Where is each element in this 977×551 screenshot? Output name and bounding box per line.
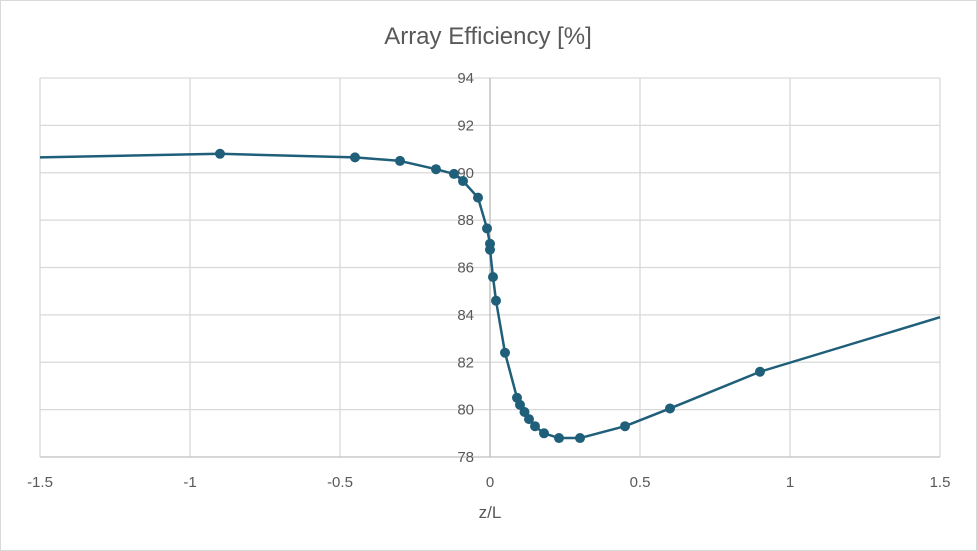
y-tick-label: 78 [457,449,474,466]
y-tick-label: 88 [457,212,474,229]
y-tick-label: 80 [457,402,474,419]
x-tick-label: -1 [183,474,196,491]
data-point [431,164,441,175]
data-point [524,414,534,425]
y-tick-label: 92 [457,117,474,134]
data-point [395,155,405,166]
data-point [500,347,510,358]
x-tick-labels: -1.5 -1 -0.5 0 0.5 1 1.5 [27,474,950,491]
y-tick-label: 84 [457,307,474,324]
axes [40,78,940,458]
x-tick-label: 1 [786,474,794,491]
data-point [215,148,225,159]
data-point [488,271,498,282]
data-point [458,176,468,187]
data-point [755,366,765,377]
data-point [482,223,492,234]
data-point [575,433,585,444]
data-point [530,421,540,432]
chart-title: Array Efficiency [%] [384,23,592,50]
data-point [665,403,675,414]
y-tick-label: 94 [457,70,474,87]
x-tick-label: -1.5 [27,474,53,491]
series-efficiency [39,148,941,444]
x-tick-label: 0 [486,474,494,491]
x-tick-label: 0.5 [630,474,651,491]
data-point [519,406,530,417]
data-point [539,428,549,439]
data-point [449,168,459,179]
y-tick-label: 86 [457,260,474,277]
x-tick-label: -0.5 [327,474,353,491]
data-point [620,421,630,432]
x-axis-title: z/L [479,503,502,522]
data-point [491,295,501,306]
data-point [473,192,483,203]
data-point [515,399,525,410]
data-point [485,244,495,255]
data-point [554,433,564,444]
y-tick-label: 82 [457,354,474,371]
x-tick-label: 1.5 [930,474,951,491]
data-point [350,152,360,163]
